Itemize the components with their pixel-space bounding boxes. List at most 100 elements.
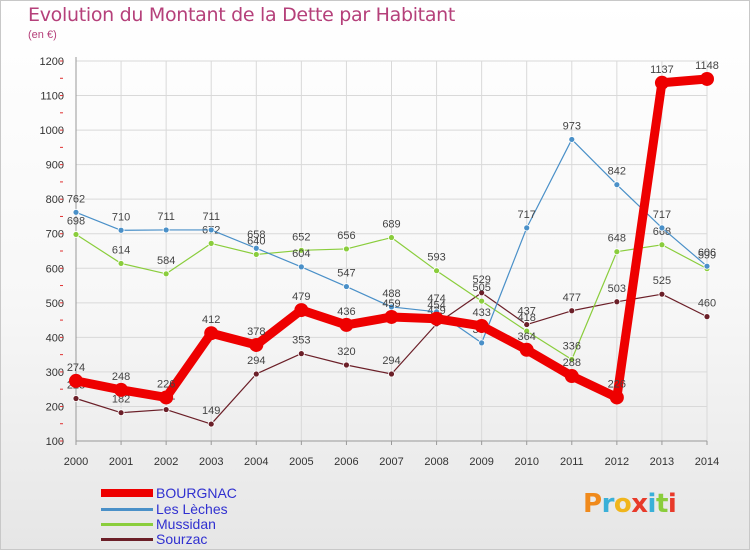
data-label: 604: [292, 248, 310, 260]
data-label: 459: [382, 298, 400, 310]
data-point: [252, 251, 260, 258]
data-point: [207, 226, 215, 234]
x-tick-label: 2007: [379, 456, 403, 468]
data-point: [523, 321, 531, 328]
data-label: 353: [292, 335, 310, 347]
data-point: [388, 370, 395, 378]
data-label: 973: [563, 120, 581, 132]
data-label: 606: [698, 247, 716, 259]
y-tick-label: 500: [46, 298, 64, 310]
data-label: 412: [202, 314, 220, 326]
data-point: [564, 369, 579, 384]
data-label: 488: [382, 288, 400, 300]
x-tick-label: 2010: [514, 456, 538, 468]
data-label: 584: [157, 255, 175, 267]
data-point: [384, 309, 399, 324]
data-point: [388, 234, 395, 241]
chart-title: Evolution du Montant de la Dette par Hab…: [28, 4, 456, 26]
data-label: 689: [382, 219, 400, 231]
data-label: 378: [247, 326, 265, 338]
x-tick-label: 2006: [334, 456, 358, 468]
legend-item-sourzac: Sourzac: [101, 531, 301, 547]
legend-item-bourgnac: BOURGNAC: [101, 485, 301, 501]
data-label: 436: [337, 306, 355, 318]
data-point: [523, 327, 531, 335]
data-label: 418: [518, 312, 536, 324]
legend-label: Sourzac: [156, 531, 208, 547]
data-point: [700, 71, 714, 86]
legend-swatch: [101, 538, 153, 541]
legend-swatch: [101, 508, 153, 511]
y-tick-label: 300: [46, 367, 64, 379]
logo-letter: t: [655, 489, 668, 519]
data-label: 364: [518, 331, 536, 343]
data-label: 320: [337, 346, 355, 358]
data-label: 149: [202, 405, 220, 417]
legend-swatch: [101, 523, 153, 526]
data-label: 454: [427, 300, 445, 312]
data-point: [343, 283, 350, 290]
data-label: 711: [202, 211, 220, 223]
y-tick-label: 900: [46, 160, 64, 172]
data-point: [117, 226, 125, 234]
data-point: [478, 339, 486, 347]
data-label: 668: [653, 226, 671, 238]
x-tick-label: 2003: [199, 456, 223, 468]
proxiti-logo: Proxiti: [583, 489, 677, 519]
data-point: [339, 317, 354, 332]
data-point: [207, 239, 215, 247]
data-label: 717: [653, 209, 671, 221]
data-point: [478, 289, 486, 297]
data-label: 648: [608, 233, 626, 245]
legend-label: Les Lèches: [156, 501, 228, 517]
data-label: 762: [67, 193, 85, 205]
data-point: [429, 311, 444, 326]
data-label: 226: [608, 378, 626, 390]
x-tick-label: 2005: [289, 456, 313, 468]
y-tick-label: 700: [46, 229, 64, 241]
x-tick-label: 2014: [695, 456, 719, 468]
data-label: 658: [247, 229, 265, 241]
y-tick-label: 1000: [40, 125, 64, 137]
data-point: [297, 350, 305, 358]
y-tick-label: 400: [46, 332, 64, 344]
data-point: [252, 370, 260, 378]
data-label: 529: [472, 274, 490, 286]
data-label: 288: [563, 357, 581, 369]
data-point: [72, 208, 80, 216]
data-point: [204, 326, 219, 341]
x-tick-label: 2011: [560, 456, 584, 468]
data-label: 182: [112, 394, 130, 406]
data-point: [613, 248, 621, 256]
data-point: [297, 263, 305, 271]
data-label: 593: [427, 252, 445, 264]
data-label: 336: [563, 340, 581, 352]
chart-unit-label: (en €): [28, 29, 57, 41]
data-point: [162, 270, 170, 278]
data-point: [388, 303, 395, 311]
y-tick-label: 100: [46, 436, 64, 448]
data-point: [433, 267, 440, 275]
data-point: [658, 290, 666, 298]
x-tick-label: 2001: [109, 456, 133, 468]
data-point: [478, 297, 486, 305]
data-point: [343, 245, 350, 253]
data-point: [523, 224, 531, 232]
data-point: [519, 342, 534, 357]
data-label: 599: [698, 250, 716, 262]
data-point: [703, 262, 711, 270]
data-point: [658, 241, 666, 249]
data-label: 710: [112, 211, 130, 223]
y-tick-label: 800: [46, 194, 64, 206]
logo-letter: P: [583, 489, 602, 519]
data-point: [654, 75, 669, 90]
data-point: [252, 244, 260, 252]
data-point: [117, 409, 125, 417]
data-label: 248: [112, 371, 130, 383]
logo-letter: x: [631, 489, 648, 519]
data-label: 711: [157, 211, 175, 223]
data-point: [162, 406, 170, 413]
data-point: [117, 260, 125, 267]
data-label: 294: [382, 355, 400, 367]
data-label: 547: [337, 268, 355, 280]
